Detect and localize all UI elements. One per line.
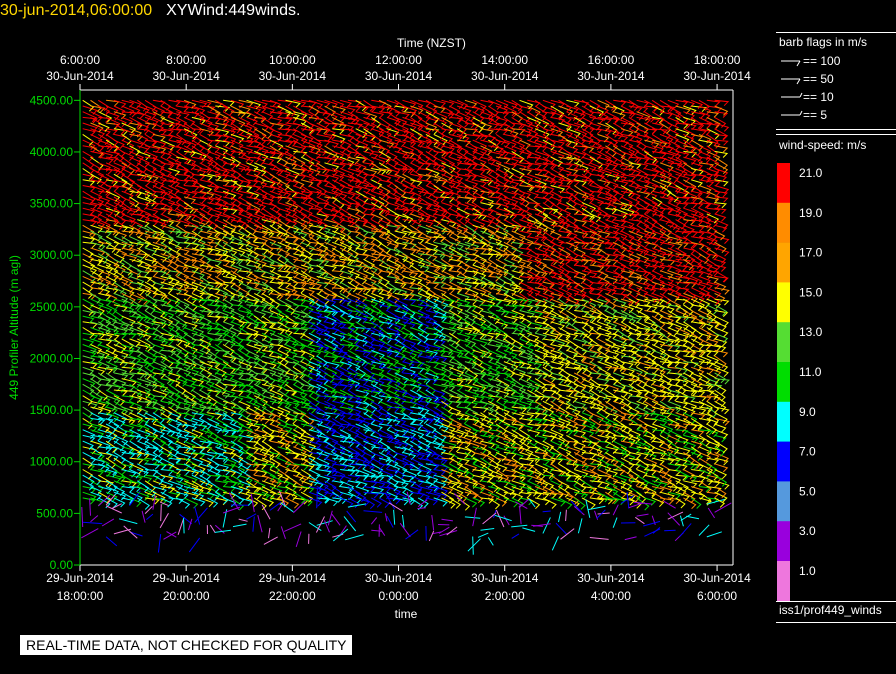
- speed-scale-label: 13.0: [799, 325, 823, 339]
- y-tick-label: 3500.00: [30, 197, 74, 211]
- top-tick-time: 10:00:00: [269, 53, 316, 67]
- speed-scale-label: 5.0: [799, 484, 816, 498]
- top-tick-date: 30-Jun-2014: [577, 69, 645, 83]
- top-tick-date: 30-Jun-2014: [471, 69, 539, 83]
- barb-legend-title: barb flags in m/s: [779, 35, 868, 49]
- bottom-tick-time: 6:00:00: [697, 589, 737, 603]
- quality-warning-banner: REAL-TIME DATA, NOT CHECKED FOR QUALITY: [20, 635, 353, 655]
- speed-scale-label: 7.0: [799, 445, 816, 459]
- top-tick-date: 30-Jun-2014: [46, 69, 114, 83]
- dataset-label: XYWind:449winds.: [166, 2, 301, 19]
- speed-scale-label: 3.0: [799, 524, 816, 538]
- bottom-axis-title: time: [395, 607, 418, 621]
- barb-legend-label: == 50: [803, 72, 834, 86]
- speed-scale-title: wind-speed: m/s: [779, 138, 867, 152]
- top-axis-title: Time (NZST): [397, 36, 466, 50]
- speed-color-swatch: [777, 163, 790, 204]
- bottom-tick-date: 29-Jun-2014: [46, 571, 114, 585]
- y-tick-label: 3000.00: [30, 248, 74, 262]
- barb-legend-label: == 100: [803, 54, 841, 68]
- bottom-tick-date: 29-Jun-2014: [259, 571, 327, 585]
- barb-legend-entry: == 100: [781, 54, 841, 68]
- top-tick-time: 8:00:00: [166, 53, 206, 67]
- bottom-tick-time: 2:00:00: [485, 589, 525, 603]
- speed-scale-label: 19.0: [799, 206, 823, 220]
- bottom-tick-date: 29-Jun-2014: [152, 571, 220, 585]
- y-tick-label: 500.00: [36, 506, 73, 520]
- speed-color-swatch: [777, 362, 790, 403]
- speed-color-swatch: [777, 561, 790, 601]
- y-axis-title: 449 Profiler Altitude (m agl): [7, 255, 21, 400]
- speed-scale-label: 15.0: [799, 285, 823, 299]
- barb-legend-panel: barb flags in m/s == 100 == 50 == 10 == 5: [776, 32, 896, 130]
- bottom-tick-time: 0:00:00: [379, 589, 419, 603]
- top-tick-time: 18:00:00: [694, 53, 741, 67]
- top-tick-date: 30-Jun-2014: [152, 69, 220, 83]
- bottom-tick-time: 20:00:00: [163, 589, 210, 603]
- barb-legend-entry: == 10: [781, 90, 834, 104]
- speed-scale-label: 1.0: [799, 564, 816, 578]
- wind-profile-chart: Time (NZST) 6:00:00 30-Jun-2014 8:00:00 30-J…: [7, 36, 751, 621]
- bottom-tick-date: 30-Jun-2014: [471, 571, 539, 585]
- y-tick-label: 4000.00: [30, 145, 74, 159]
- timestamp-label: 30-jun-2014,06:00:00: [0, 2, 153, 19]
- chart-title-bar: 30-jun-2014,06:00:00 XYWind:449winds.: [0, 0, 300, 22]
- chart-axes: Time (NZST) 6:00:00 30-Jun-2014 8:00:00 30-J…: [7, 36, 751, 621]
- speed-color-swatch: [777, 202, 790, 243]
- speed-color-swatch: [777, 282, 790, 323]
- y-tick-label: 2500.00: [30, 300, 74, 314]
- speed-color-swatch: [777, 401, 790, 442]
- speed-scale-label: 11.0: [799, 365, 822, 379]
- speed-scale-label: 9.0: [799, 405, 816, 419]
- barb-legend-label: == 10: [803, 90, 834, 104]
- barb-legend-entry: == 50: [781, 72, 834, 86]
- top-tick-time: 16:00:00: [588, 53, 635, 67]
- y-tick-label: 1000.00: [30, 455, 74, 469]
- bottom-tick-date: 30-Jun-2014: [365, 571, 433, 585]
- barb-legend-entry: == 5: [781, 108, 827, 122]
- barb-legend-label: == 5: [803, 108, 827, 122]
- top-tick-time: 6:00:00: [60, 53, 100, 67]
- y-tick-label: 1500.00: [30, 403, 74, 417]
- y-tick-label: 0.00: [50, 558, 74, 572]
- top-tick-time: 12:00:00: [375, 53, 422, 67]
- y-tick-label: 2000.00: [30, 351, 74, 365]
- top-tick-date: 30-Jun-2014: [259, 69, 327, 83]
- speed-color-swatch: [777, 481, 790, 522]
- speed-scale-label: 17.0: [799, 246, 823, 260]
- speed-color-scale: 21.0 19.0 17.0 15.0 13.0 11.0 9.0 7.0 5.0 3.0 1.0: [777, 163, 823, 601]
- speed-color-swatch: [777, 441, 790, 482]
- wind-barbs-layer: [81, 99, 732, 555]
- speed-color-swatch: [777, 322, 790, 363]
- bottom-tick-date: 30-Jun-2014: [577, 571, 645, 585]
- top-tick-date: 30-Jun-2014: [365, 69, 433, 83]
- speed-color-swatch: [777, 242, 790, 283]
- source-panel: iss1/prof449_winds: [776, 600, 896, 623]
- barb-legend-symbols: == 100 == 50 == 10 == 5: [781, 54, 841, 122]
- speed-scale-label: 21.0: [799, 166, 823, 180]
- speed-color-swatch: [777, 521, 790, 562]
- bottom-tick-time: 4:00:00: [591, 589, 631, 603]
- bottom-tick-time: 18:00:00: [57, 589, 104, 603]
- top-tick-time: 14:00:00: [481, 53, 528, 67]
- bottom-tick-time: 22:00:00: [269, 589, 316, 603]
- y-tick-label: 4500.00: [30, 93, 74, 107]
- source-label: iss1/prof449_winds: [779, 603, 882, 617]
- bottom-tick-date: 30-Jun-2014: [683, 571, 751, 585]
- speed-scale-panel: wind-speed: m/s 21.0 19.0 17.0 15.0 13.0 11.0…: [776, 134, 896, 602]
- top-tick-date: 30-Jun-2014: [683, 69, 751, 83]
